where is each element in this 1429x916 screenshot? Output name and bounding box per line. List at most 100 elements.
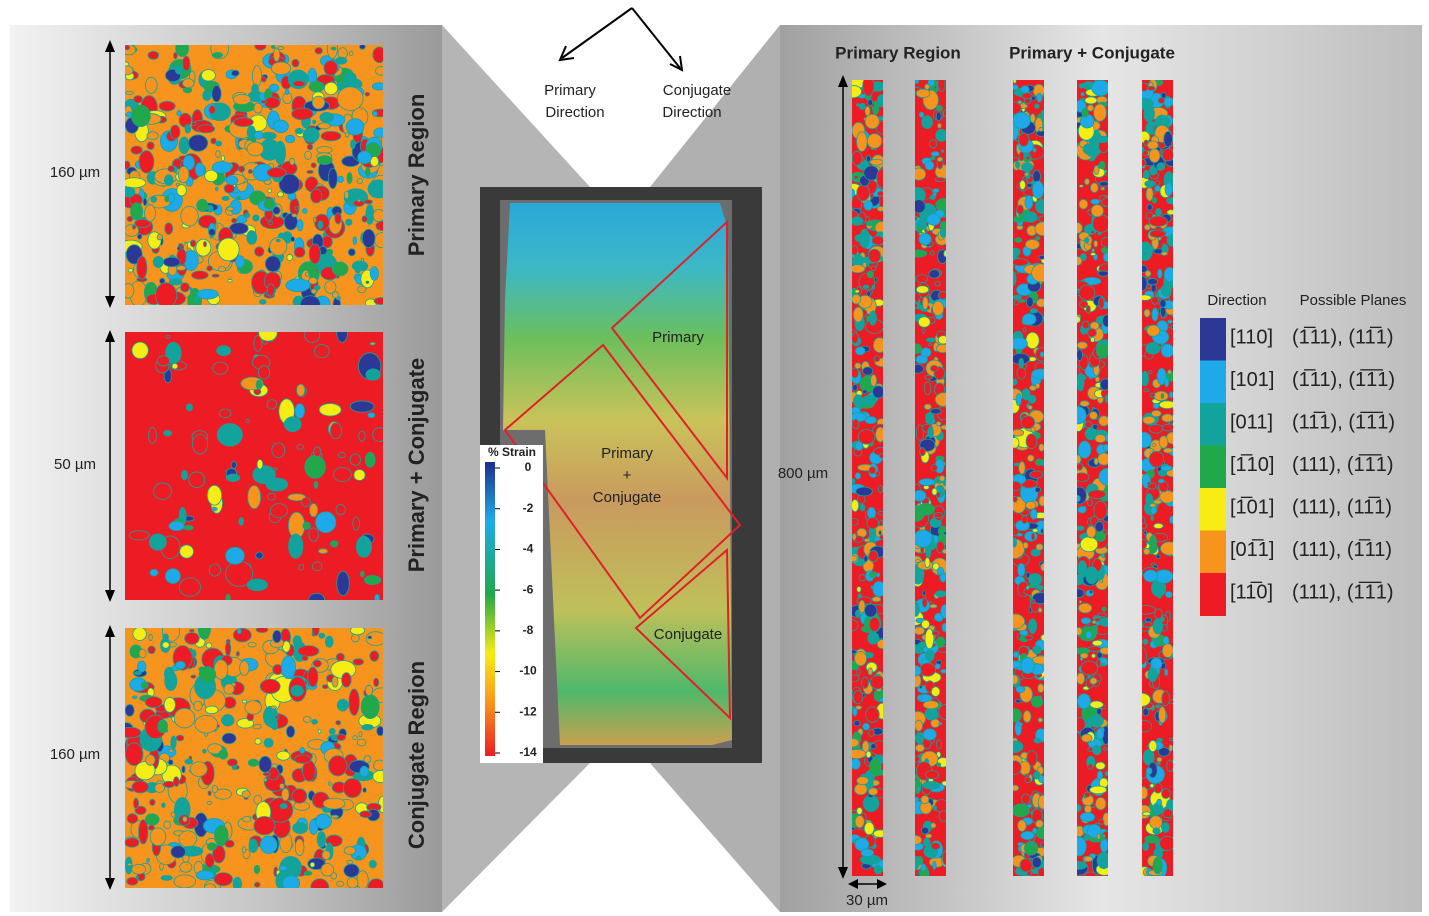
grain: [1032, 857, 1041, 868]
grain: [1019, 462, 1026, 475]
grain: [170, 125, 180, 139]
grain: [1033, 170, 1041, 182]
grain: [293, 81, 305, 87]
grain: [254, 882, 260, 887]
grain: [857, 104, 860, 107]
grain: [1015, 699, 1021, 703]
grain: [1027, 455, 1034, 461]
grain: [291, 237, 295, 242]
grain: [260, 679, 280, 693]
grain: [857, 668, 860, 675]
grain: [1146, 343, 1160, 354]
grain: [866, 707, 880, 722]
grain: [1021, 657, 1035, 673]
grain: [129, 531, 149, 540]
grain: [1038, 608, 1042, 613]
grain: [365, 452, 375, 467]
grain: [924, 404, 931, 410]
grain: [1019, 133, 1029, 147]
grain: [206, 643, 212, 648]
grain: [207, 266, 213, 271]
grain: [273, 207, 280, 215]
grain: [925, 84, 930, 90]
grain: [212, 274, 219, 277]
grain: [337, 699, 348, 711]
grain: [1035, 104, 1039, 109]
grain: [861, 849, 874, 856]
grain: [1080, 653, 1088, 658]
grain: [254, 131, 263, 139]
grain: [227, 207, 234, 211]
grain: [145, 77, 157, 93]
grain: [1025, 196, 1033, 209]
grain: [215, 187, 218, 190]
grain: [359, 732, 362, 737]
grain: [356, 536, 371, 557]
legend-header: Direction: [1207, 292, 1266, 309]
grain: [330, 423, 341, 439]
grain: [317, 156, 332, 165]
grain: [925, 412, 933, 421]
grain: [192, 123, 196, 126]
grain: [1150, 230, 1166, 238]
grain: [867, 518, 879, 529]
legend-direction: [1̅01]: [1230, 495, 1274, 518]
grain: [1035, 487, 1041, 492]
grain: [1097, 708, 1102, 714]
grain: [171, 846, 186, 858]
arrow: [562, 8, 632, 58]
grain: [368, 636, 372, 639]
grain: [859, 575, 865, 581]
grain: [322, 851, 330, 860]
grain: [1026, 332, 1039, 348]
grain: [1026, 434, 1037, 449]
grain: [859, 103, 865, 109]
grain: [1149, 424, 1162, 433]
grain: [1152, 198, 1156, 203]
grain: [1013, 295, 1022, 299]
grain: [1016, 394, 1021, 406]
grain: [858, 594, 861, 598]
grain: [1096, 762, 1106, 769]
grain: [347, 877, 358, 888]
grain: [1033, 148, 1036, 152]
grain: [314, 447, 321, 457]
grain: [872, 597, 881, 602]
grain: [868, 788, 877, 795]
grain: [173, 777, 179, 787]
grain: [257, 459, 263, 469]
grain: [131, 105, 150, 127]
grain: [377, 726, 384, 736]
grain: [926, 771, 939, 779]
grain: [931, 152, 939, 157]
grain: [872, 285, 875, 289]
grain: [362, 216, 367, 222]
grain: [926, 545, 931, 558]
grain: [255, 247, 264, 257]
legend-swatch: [1200, 446, 1226, 489]
grain: [219, 750, 228, 759]
grain: [254, 817, 275, 835]
grain: [1014, 652, 1019, 658]
grain: [925, 375, 933, 379]
grain: [273, 48, 279, 61]
grain: [1088, 747, 1093, 752]
grain: [221, 156, 224, 161]
grain: [209, 106, 216, 114]
grain: [1030, 509, 1037, 519]
grain: [297, 220, 303, 231]
grain: [253, 724, 261, 729]
grain: [295, 128, 303, 134]
grain: [320, 112, 334, 122]
grain: [331, 815, 338, 818]
grain: [1103, 530, 1108, 534]
grain: [1023, 711, 1031, 723]
grain: [1012, 85, 1018, 90]
grain: [331, 47, 336, 50]
grain: [258, 366, 269, 379]
grain: [271, 706, 276, 709]
grain: [1016, 686, 1025, 692]
grain: [303, 128, 319, 142]
grain: [180, 283, 189, 292]
grain: [357, 178, 363, 183]
